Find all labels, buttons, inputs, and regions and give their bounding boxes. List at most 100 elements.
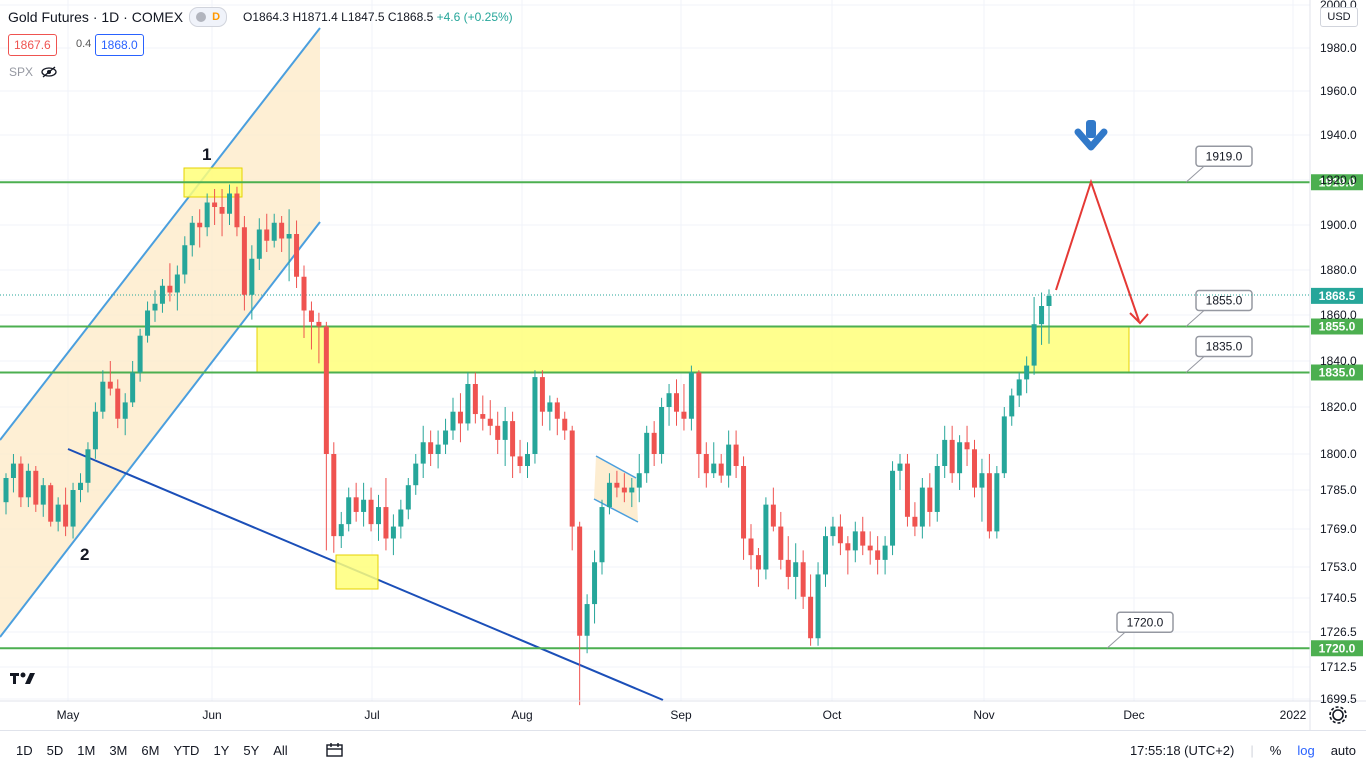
- candle-body: [331, 454, 337, 537]
- level-callout-box[interactable]: [1195, 335, 1253, 358]
- channel-lower-line: [0, 221, 321, 638]
- time-tick-label: Oct: [823, 708, 842, 722]
- range-button-all[interactable]: All: [273, 742, 288, 758]
- high-value: H1871.4: [292, 10, 338, 24]
- settings-gear-icon[interactable]: [1329, 706, 1347, 724]
- date-range-calendar-icon[interactable]: [326, 742, 344, 758]
- candle-body: [718, 463, 724, 476]
- candle-body: [353, 497, 359, 512]
- range-selector: 1D 5D 1M 3M 6M YTD 1Y 5Y All: [16, 743, 288, 758]
- time-tick-label: Jun: [202, 708, 221, 722]
- candle-body: [815, 574, 821, 639]
- callout-leader: [1185, 165, 1205, 183]
- candle-body: [301, 276, 307, 311]
- candle-body: [957, 442, 963, 474]
- tradingview-logo-icon[interactable]: [10, 670, 40, 690]
- candle-body: [606, 482, 612, 508]
- range-button-1d[interactable]: 1D: [16, 742, 33, 758]
- range-button-6m[interactable]: 6M: [141, 742, 160, 758]
- range-button-ytd[interactable]: YTD: [173, 742, 200, 758]
- chart-area[interactable]: 1919.0 1919.0 1855.0 1855.0 1835.0 1835.0 1720…: [0, 0, 1366, 730]
- candle-body: [159, 285, 165, 304]
- range-button-5y[interactable]: 5Y: [243, 742, 260, 758]
- candle-body: [167, 285, 173, 293]
- candle-body: [18, 463, 24, 498]
- candle-body: [420, 442, 426, 464]
- callout-leader: [1185, 356, 1205, 373]
- candle-body: [338, 524, 344, 537]
- indicator-row: SPX: [9, 65, 57, 79]
- candle-body: [577, 526, 583, 636]
- candle-body: [145, 310, 151, 336]
- candle-body: [443, 430, 449, 445]
- candle-body: [823, 536, 828, 575]
- market-status-badge: D: [189, 7, 228, 27]
- candle-body: [733, 444, 739, 466]
- projection-arrowhead: [1129, 312, 1149, 325]
- candle-body: [40, 485, 46, 505]
- candle-body: [510, 421, 516, 457]
- level-callout-box[interactable]: [1116, 611, 1174, 633]
- flag-upper-line: [595, 455, 637, 479]
- candle-body: [897, 463, 903, 471]
- candle-body: [376, 507, 381, 525]
- price-tick-label: 1712.5: [1320, 660, 1357, 674]
- candle-body: [122, 402, 128, 419]
- ohlc-values: O1864.3 H1871.4 L1847.5 C1868.5 +4.6 (+0…: [243, 10, 513, 24]
- time-tick-label: Aug: [511, 708, 532, 722]
- candle-body: [763, 504, 769, 570]
- candle-body: [845, 543, 851, 551]
- candle-body: [286, 234, 292, 239]
- candle-body: [994, 473, 1000, 532]
- level-axis-tag: [1311, 364, 1363, 381]
- percent-toggle[interactable]: %: [1269, 742, 1282, 758]
- level-axis-label: 1855.0: [1319, 320, 1356, 334]
- candle-body: [204, 202, 210, 228]
- candle-body: [711, 463, 717, 474]
- support-zone: [256, 325, 1130, 374]
- flag-lower-line: [593, 498, 639, 523]
- sell-price-button[interactable]: 1867.6: [8, 34, 57, 56]
- clock-timezone[interactable]: 17:55:18 (UTC+2): [1129, 742, 1235, 758]
- candle-body: [599, 507, 605, 563]
- range-button-1y[interactable]: 1Y: [213, 742, 230, 758]
- range-button-3m[interactable]: 3M: [109, 742, 128, 758]
- candle-body: [241, 227, 247, 295]
- candle-body: [614, 482, 620, 488]
- candle-body: [830, 526, 836, 537]
- candle-body: [197, 222, 203, 228]
- time-tick-label: Nov: [973, 708, 994, 722]
- candle-body: [770, 504, 776, 527]
- candle-body: [629, 487, 635, 493]
- candle-body: [636, 473, 642, 488]
- candle-body: [674, 393, 679, 412]
- price-axis[interactable]: 2000.01980.01960.01940.01920.01900.01880…: [1320, 0, 1357, 706]
- time-tick-label: 2022: [1280, 708, 1307, 722]
- log-toggle[interactable]: log: [1297, 742, 1315, 758]
- candle-body: [964, 442, 970, 450]
- level-axis-label: 1835.0: [1319, 366, 1356, 380]
- time-axis[interactable]: May Jun Jul Aug Sep Oct Nov Dec 2022: [57, 708, 1307, 722]
- symbol-title[interactable]: Gold Futures · 1D · COMEX: [8, 9, 184, 25]
- currency-selector[interactable]: USD: [1320, 7, 1358, 27]
- candle-body: [212, 202, 218, 207]
- candle-body: [584, 604, 590, 636]
- indicator-name: SPX: [9, 65, 34, 79]
- candle-body: [875, 550, 881, 560]
- price-tick-label: 1960.0: [1320, 84, 1357, 98]
- eye-hidden-icon[interactable]: [41, 66, 57, 78]
- range-button-1m[interactable]: 1M: [77, 742, 96, 758]
- legend-header: Gold Futures · 1D · COMEX D O1864.3 H187…: [8, 6, 513, 28]
- candle-body: [755, 555, 761, 570]
- price-tick-label: 1880.0: [1320, 263, 1357, 277]
- buy-price-button[interactable]: 1868.0: [95, 34, 144, 56]
- open-value: O1864.3: [243, 10, 290, 24]
- level-callout-box[interactable]: [1195, 145, 1253, 167]
- candle-body: [227, 193, 232, 214]
- candle-body: [457, 411, 463, 424]
- auto-toggle[interactable]: auto: [1330, 742, 1356, 758]
- candle-body: [726, 444, 732, 476]
- candle-body: [1039, 306, 1045, 325]
- range-button-5d[interactable]: 5D: [46, 742, 64, 758]
- price-tick-label: 1726.5: [1320, 625, 1357, 639]
